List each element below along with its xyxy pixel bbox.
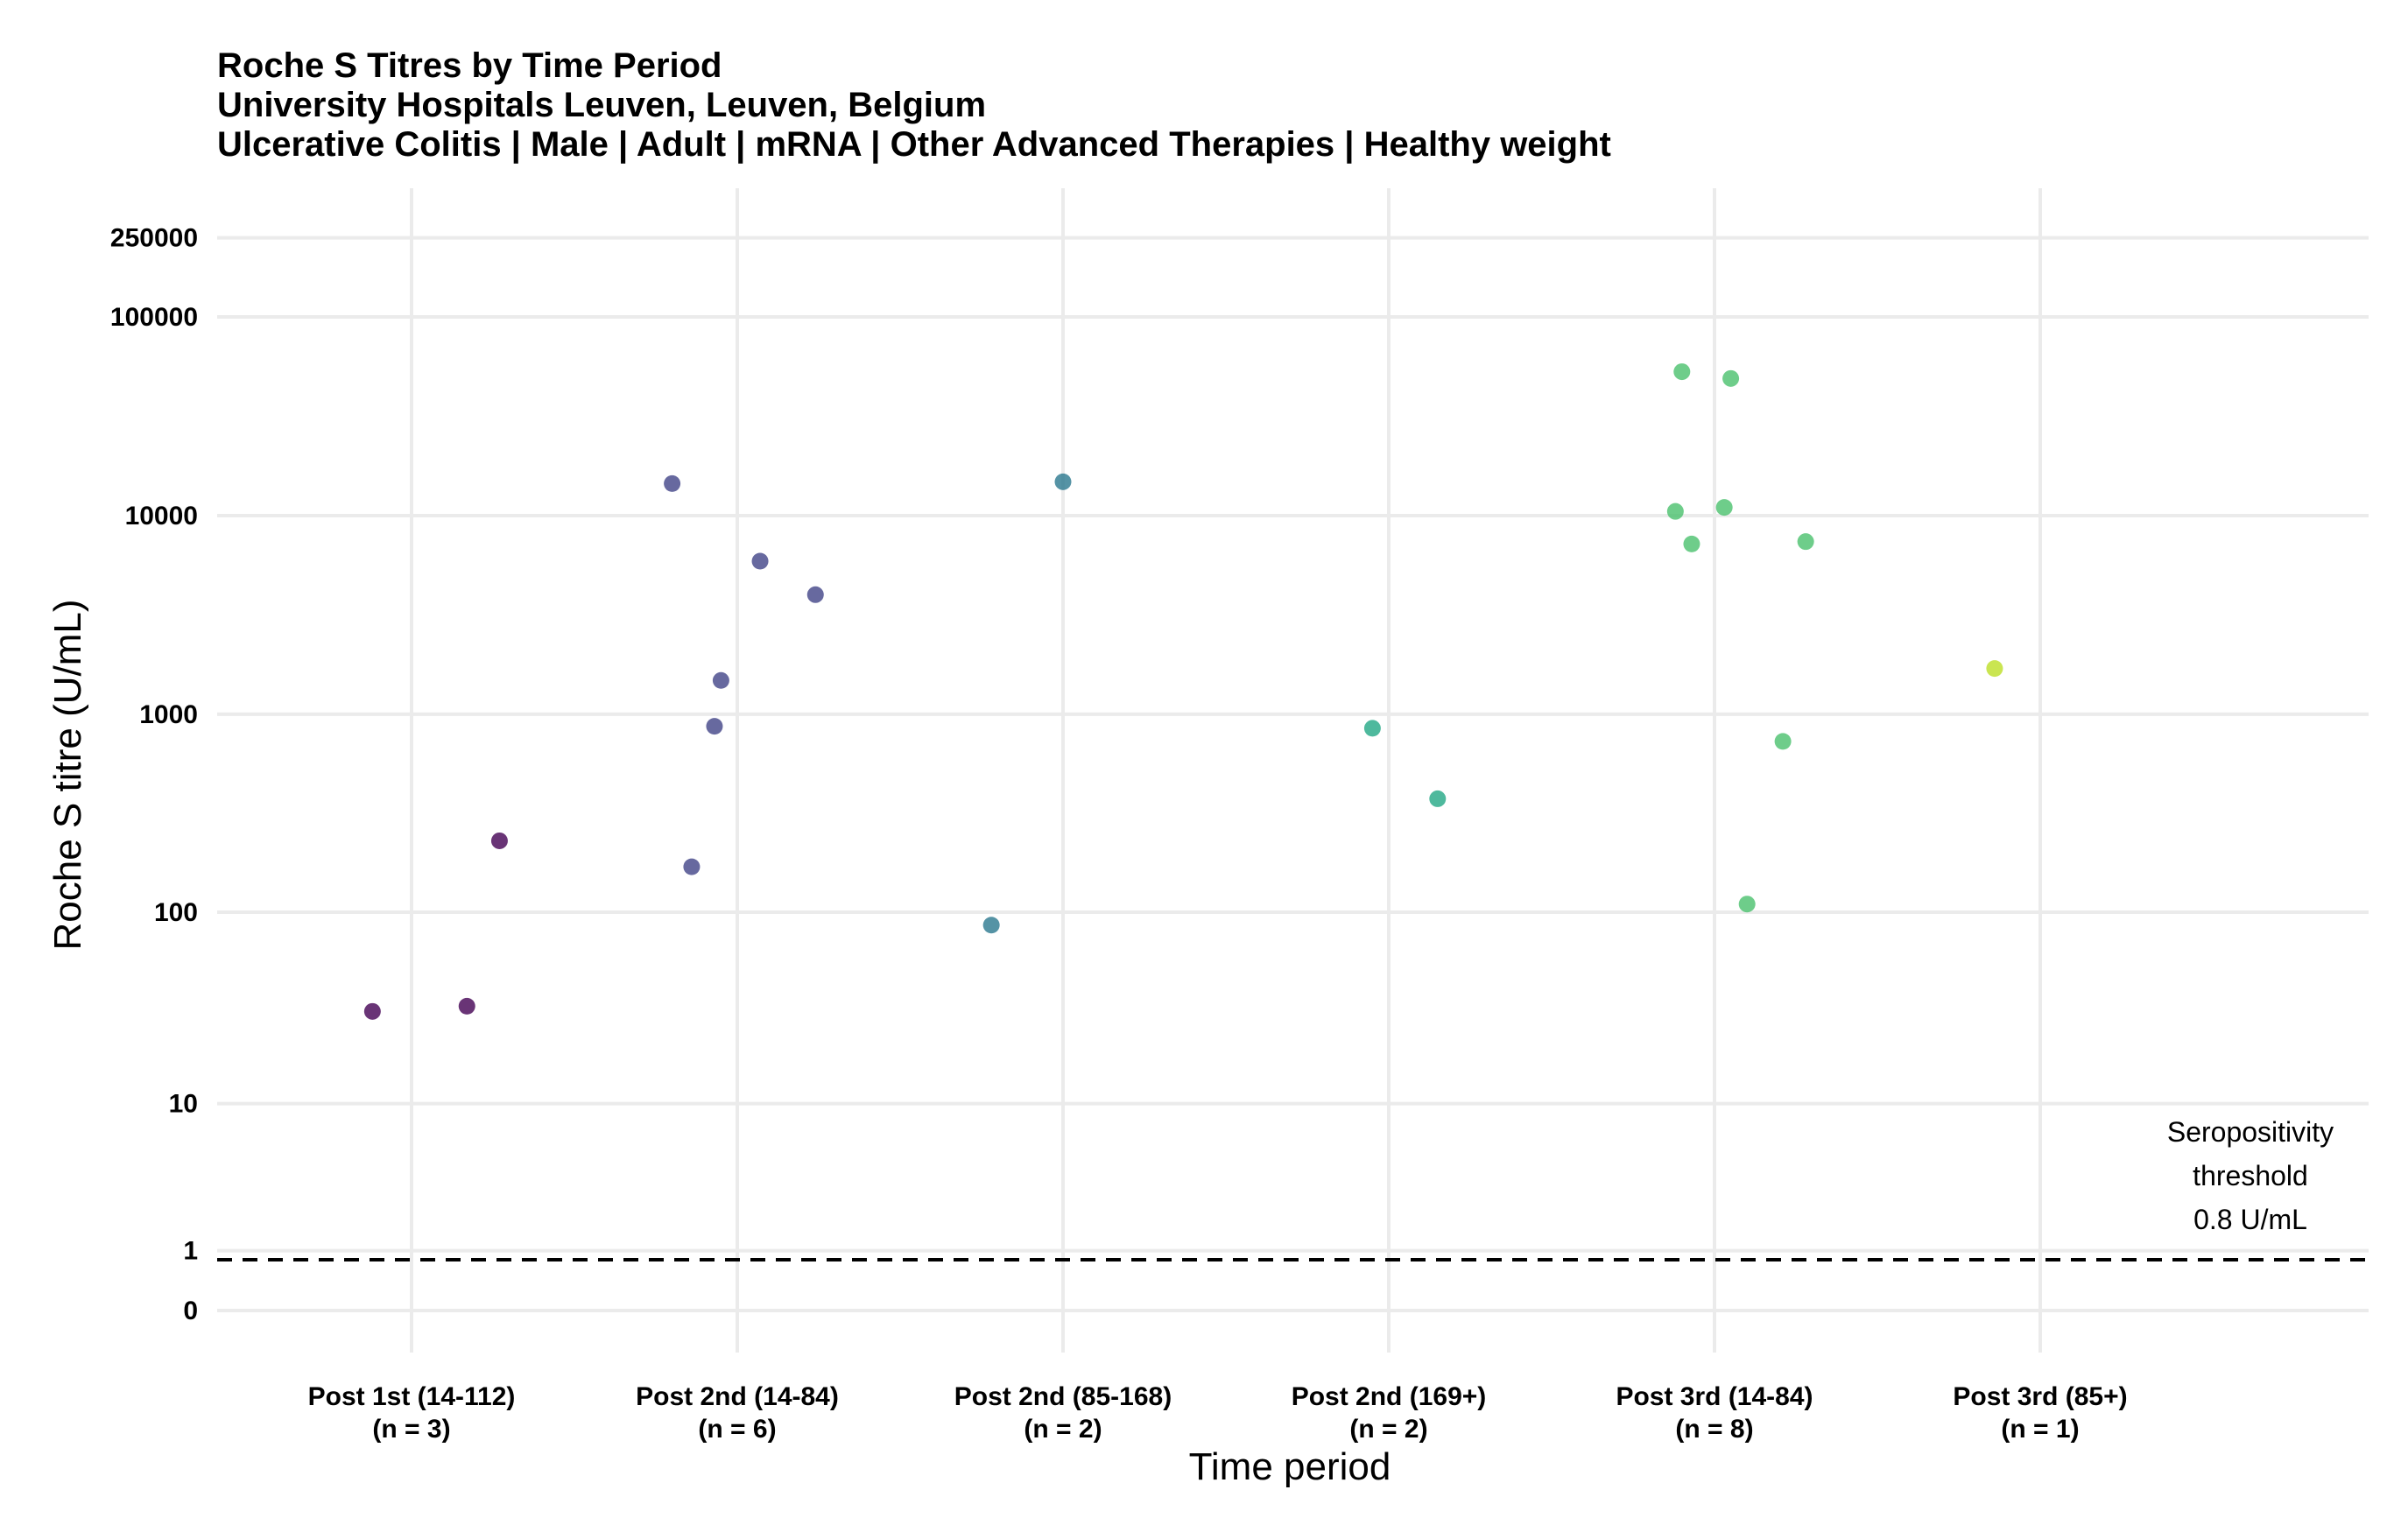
x-tick-label: Post 3rd (85+) xyxy=(1953,1382,2127,1411)
threshold-label-line-2: threshold xyxy=(2193,1160,2308,1191)
y-tick-label: 1 xyxy=(183,1237,198,1266)
data-point xyxy=(1363,720,1381,737)
y-tick-label: 10000 xyxy=(125,502,198,531)
data-point xyxy=(1666,502,1684,520)
y-tick-label: 1000 xyxy=(139,700,198,729)
data-point xyxy=(982,917,1000,934)
data-point xyxy=(1797,533,1814,551)
chart-subtitle-line-2: Ulcerative Colitis | Male | Adult | mRNA… xyxy=(217,125,1611,164)
x-tick-count-label: (n = 1) xyxy=(2001,1415,2079,1444)
x-axis-label: Time period xyxy=(1189,1445,1391,1488)
y-tick-label: 250000 xyxy=(110,224,198,253)
x-tick-label: Post 2nd (85-168) xyxy=(954,1382,1172,1411)
y-tick-label: 0 xyxy=(183,1297,198,1325)
data-point xyxy=(490,832,508,849)
chart-titles: Roche S Titres by Time Period University… xyxy=(217,46,1611,164)
x-tick-count-label: (n = 6) xyxy=(698,1415,776,1444)
threshold-label-line-3: 0.8 U/mL xyxy=(2193,1204,2307,1235)
data-point xyxy=(806,586,824,603)
y-axis-ticks: 0 1 10 100 1000 10000 100000 250000 xyxy=(110,224,198,1325)
data-point xyxy=(1715,499,1733,517)
data-point xyxy=(1774,733,1792,750)
data-point xyxy=(363,1002,381,1020)
data-point xyxy=(458,997,475,1015)
data-point xyxy=(1054,473,1072,490)
x-tick-label: Post 2nd (169+) xyxy=(1292,1382,1487,1411)
data-point xyxy=(751,552,769,570)
data-point xyxy=(706,718,723,735)
x-tick-count-label: (n = 3) xyxy=(372,1415,450,1444)
x-tick-label: Post 2nd (14-84) xyxy=(636,1382,839,1411)
y-tick-label: 100000 xyxy=(110,303,198,332)
y-axis-label: Roche S titre (U/mL) xyxy=(46,600,89,951)
chart-title: Roche S Titres by Time Period xyxy=(217,46,722,85)
y-tick-label: 100 xyxy=(154,898,198,927)
data-point xyxy=(664,474,681,492)
threshold-label-line-1: Seropositivity xyxy=(2167,1116,2334,1148)
data-point xyxy=(1738,896,1756,913)
data-point xyxy=(712,671,729,689)
x-tick-label: Post 3rd (14-84) xyxy=(1616,1382,1813,1411)
data-point xyxy=(1429,790,1447,807)
data-point xyxy=(1673,363,1691,381)
data-point xyxy=(1683,535,1700,552)
data-points xyxy=(363,363,2003,1020)
x-tick-count-label: (n = 2) xyxy=(1024,1415,1102,1444)
x-tick-label: Post 1st (14-112) xyxy=(308,1382,516,1411)
chart-subtitle-line-1: University Hospitals Leuven, Leuven, Bel… xyxy=(217,86,986,124)
data-point xyxy=(683,858,701,875)
y-tick-label: 10 xyxy=(169,1090,198,1119)
grid xyxy=(217,188,2369,1353)
x-tick-count-label: (n = 2) xyxy=(1349,1415,1427,1444)
data-point xyxy=(1722,369,1740,387)
data-point xyxy=(1986,660,2003,678)
x-axis-ticks: Post 1st (14-112) (n = 3) Post 2nd (14-84)… xyxy=(308,1382,2128,1444)
x-tick-count-label: (n = 8) xyxy=(1675,1415,1753,1444)
threshold-annotation: Seropositivity threshold 0.8 U/mL xyxy=(2167,1116,2334,1235)
